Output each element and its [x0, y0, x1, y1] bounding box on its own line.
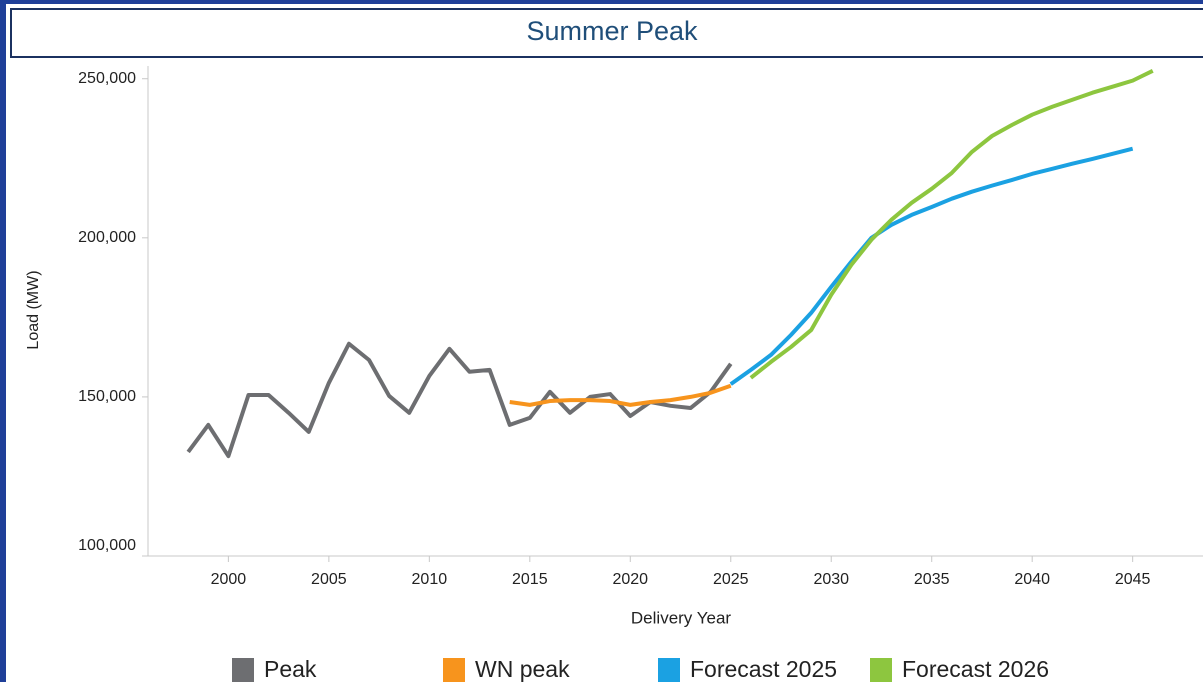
x-tick-label: 2030 [813, 571, 849, 588]
y-tick-label: 200,000 [78, 229, 136, 246]
x-tick-label: 2015 [512, 571, 548, 588]
x-tick-label: 2000 [211, 571, 247, 588]
legend-label: WN peak [475, 656, 570, 682]
legend-swatch [443, 658, 465, 682]
x-tick-label: 2025 [713, 571, 749, 588]
chart-title: Summer Peak [526, 16, 698, 46]
series-line [186, 341, 733, 459]
legend-label: Forecast 2025 [690, 656, 837, 682]
x-tick-label: 2035 [914, 571, 950, 588]
left-frame [0, 0, 6, 682]
legend-swatch [658, 658, 680, 682]
x-tick-label: 2010 [412, 571, 448, 588]
y-tick-label: 150,000 [78, 388, 136, 405]
legend-label: Peak [264, 656, 317, 682]
x-tick-label: 2020 [612, 571, 648, 588]
legend-swatch [232, 658, 254, 682]
y-axis-label: Load (MW) [25, 270, 42, 349]
x-tick-label: 2005 [311, 571, 347, 588]
series-line [729, 146, 1134, 386]
title-box [10, 8, 1203, 58]
x-tick-label: 2040 [1014, 571, 1050, 588]
legend-label: Forecast 2026 [902, 656, 1049, 682]
series-line [749, 68, 1154, 380]
top-frame [0, 0, 1203, 4]
legend-swatch [870, 658, 892, 682]
y-tick-label: 250,000 [78, 70, 136, 87]
x-axis-label: Delivery Year [631, 608, 732, 627]
x-tick-label: 2045 [1115, 571, 1151, 588]
series-line [509, 383, 732, 407]
y-tick-label: 100,000 [78, 537, 136, 554]
